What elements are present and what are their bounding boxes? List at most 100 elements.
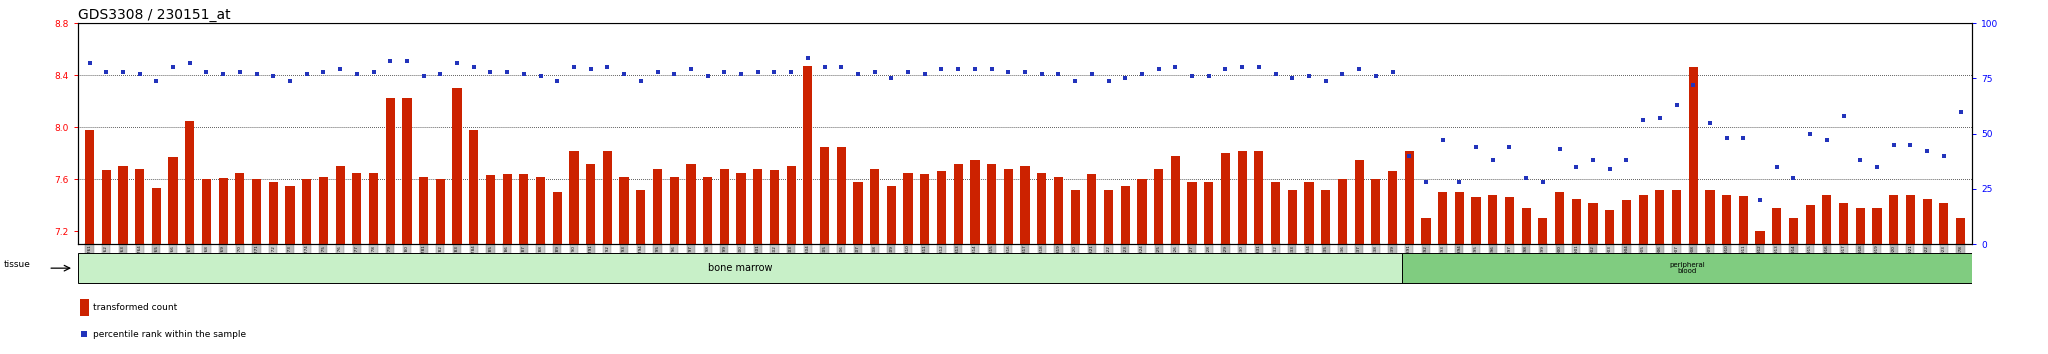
Bar	[436, 179, 444, 244]
Bar	[1939, 202, 1948, 244]
Bar	[1855, 208, 1866, 244]
Bar	[838, 147, 846, 244]
Bar	[1020, 166, 1030, 244]
Bar	[1372, 179, 1380, 244]
Bar	[1221, 153, 1231, 244]
Point	[774, 69, 807, 75]
Bar	[887, 186, 895, 244]
Bar	[84, 130, 94, 244]
Point	[1260, 71, 1292, 77]
Point	[1059, 78, 1092, 84]
Point	[473, 69, 506, 75]
Bar	[1505, 198, 1513, 244]
Bar	[954, 164, 963, 244]
Bar	[469, 130, 479, 244]
Bar	[686, 164, 696, 244]
Point	[1092, 78, 1124, 84]
Bar	[420, 177, 428, 244]
Point	[1493, 144, 1526, 150]
Point	[123, 71, 156, 77]
Bar	[1638, 195, 1649, 244]
Bar	[754, 169, 762, 244]
Bar	[1071, 190, 1079, 244]
Point	[1810, 137, 1843, 143]
Bar	[1706, 190, 1714, 244]
Bar	[618, 177, 629, 244]
Text: tissue: tissue	[4, 260, 31, 269]
Bar	[252, 179, 262, 244]
Point	[1126, 71, 1159, 77]
Text: GDS3308 / 230151_at: GDS3308 / 230151_at	[78, 8, 231, 22]
Bar	[453, 88, 461, 244]
Point	[156, 64, 188, 70]
Point	[926, 67, 958, 72]
Bar	[1739, 196, 1747, 244]
Point	[1075, 71, 1108, 77]
Bar	[1772, 208, 1782, 244]
Point	[1642, 115, 1675, 121]
Point	[874, 75, 907, 81]
Point	[291, 71, 324, 77]
Text: percentile rank within the sample: percentile rank within the sample	[92, 330, 246, 339]
Bar	[1272, 182, 1280, 244]
Point	[1409, 179, 1442, 185]
Point	[909, 71, 942, 77]
Point	[991, 69, 1024, 75]
Point	[942, 67, 975, 72]
Point	[457, 64, 489, 70]
Bar	[184, 121, 195, 244]
Point	[1794, 131, 1827, 136]
Point	[190, 69, 223, 75]
Point	[1208, 67, 1241, 72]
Point	[68, 331, 100, 337]
Point	[492, 69, 524, 75]
Point	[657, 71, 690, 77]
Bar	[1188, 182, 1196, 244]
Point	[1827, 113, 1860, 119]
Point	[1677, 82, 1710, 88]
Point	[375, 58, 408, 63]
Bar	[936, 171, 946, 244]
Bar	[1104, 190, 1114, 244]
Point	[809, 64, 842, 70]
Bar	[1671, 190, 1681, 244]
Bar	[737, 173, 745, 244]
Point	[440, 60, 473, 66]
Point	[557, 64, 590, 70]
Bar	[670, 177, 678, 244]
Bar	[1755, 231, 1765, 244]
Point	[1661, 102, 1694, 108]
Point	[891, 69, 924, 75]
Point	[424, 71, 457, 77]
Text: transformed count: transformed count	[92, 303, 178, 312]
Bar	[1389, 171, 1397, 244]
Bar	[1571, 199, 1581, 244]
Bar	[1839, 202, 1847, 244]
Bar	[903, 173, 913, 244]
Point	[641, 69, 674, 75]
Point	[791, 56, 823, 61]
Bar	[803, 66, 813, 244]
Point	[1343, 67, 1376, 72]
Bar	[135, 169, 143, 244]
Point	[975, 67, 1008, 72]
Bar	[1538, 218, 1548, 244]
Bar	[854, 182, 862, 244]
Point	[391, 58, 424, 63]
Bar	[653, 169, 662, 244]
Point	[324, 67, 356, 72]
Bar	[1337, 179, 1348, 244]
Point	[74, 60, 106, 66]
Point	[758, 69, 791, 75]
Bar	[1403, 253, 1972, 283]
Bar	[1204, 182, 1212, 244]
Bar	[268, 182, 279, 244]
Point	[1927, 153, 1960, 159]
Point	[1425, 137, 1458, 143]
Bar	[1288, 190, 1296, 244]
Point	[1008, 69, 1040, 75]
Point	[174, 60, 207, 66]
Bar	[203, 179, 211, 244]
Point	[307, 69, 340, 75]
Bar	[152, 188, 162, 244]
